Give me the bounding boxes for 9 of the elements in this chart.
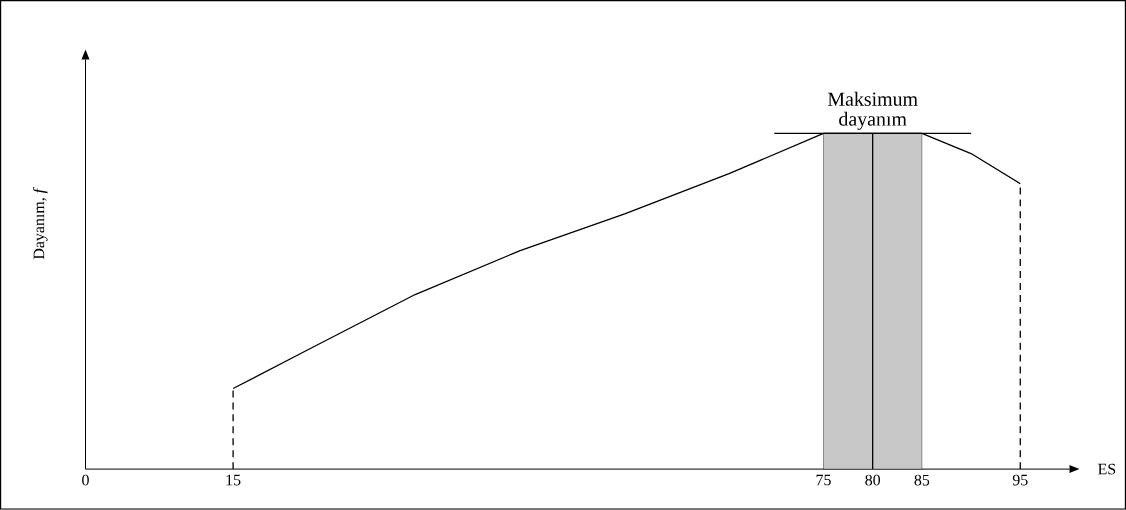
x-tick-label: 75	[816, 474, 831, 486]
y-axis-title: Dayanım, f	[32, 187, 48, 260]
x-tick-label: 85	[914, 474, 930, 486]
x-tick-label: 95	[1012, 474, 1028, 486]
annotation: Maksimum dayanım	[827, 92, 918, 131]
x-axis-title: ES	[1098, 463, 1116, 475]
x-tick-label: 15	[226, 474, 241, 486]
x-tick-label: 80	[865, 474, 881, 486]
x-tick-label: 0	[82, 474, 89, 486]
